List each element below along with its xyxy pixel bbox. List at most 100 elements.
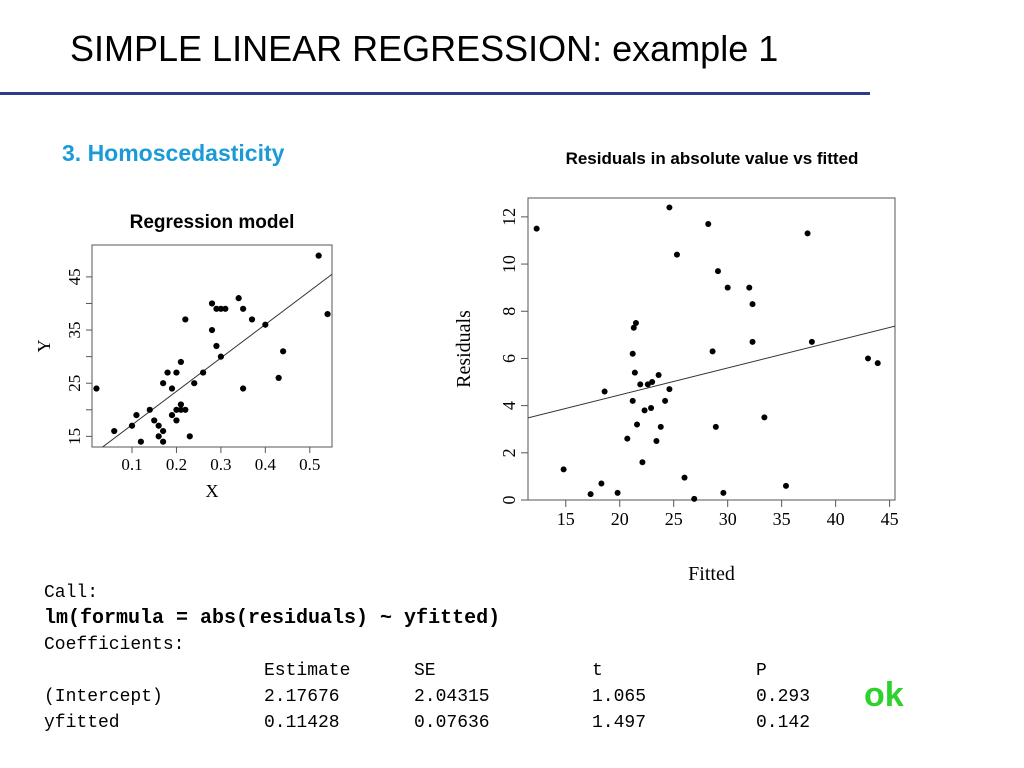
y-tick-label: 6 [499, 354, 519, 363]
data-point [657, 423, 664, 430]
data-point [235, 295, 242, 302]
data-point [649, 379, 656, 386]
data-point [746, 284, 753, 291]
data-point [691, 495, 698, 502]
data-point [173, 417, 180, 424]
data-point [177, 401, 184, 408]
data-point [164, 369, 171, 376]
chart-title: Residuals in absolute value vs fitted [566, 149, 859, 168]
data-point [93, 385, 100, 392]
data-point [240, 305, 247, 312]
model-formula: lm(formula = abs(residuals) ~ yfitted) [44, 607, 501, 630]
regression-model-plot: Regression model 0.1 0.2 0.3 0.4 0.5 15 25 35 45 X… [34, 212, 333, 501]
x-tick-label: 0.2 [166, 455, 187, 474]
data-point [128, 422, 136, 429]
data-point [315, 252, 322, 259]
y-axis-label: Y [34, 340, 54, 353]
data-point [874, 360, 881, 367]
data-point [160, 427, 167, 435]
data-point [629, 350, 636, 357]
data-point [724, 284, 731, 291]
data-point [155, 422, 162, 429]
data-point [137, 438, 144, 445]
row-yfitted-p: 0.142 [756, 713, 811, 733]
data-point [761, 414, 768, 421]
row-yfitted-estimate: 0.11428 [264, 713, 340, 733]
data-point [111, 427, 118, 435]
data-point [673, 251, 680, 258]
y-tick-label: 8 [499, 307, 519, 316]
x-tick-label: 20 [611, 509, 629, 529]
slide-title: SIMPLE LINEAR REGRESSION: example 1 [70, 28, 779, 69]
data-point [240, 385, 247, 392]
data-point [186, 433, 193, 440]
data-point [648, 404, 655, 411]
fit-line [528, 325, 895, 419]
row-intercept-p: 0.293 [756, 687, 811, 707]
data-point [712, 423, 719, 430]
data-point [681, 474, 688, 481]
row-yfitted-t: 1.497 [592, 713, 647, 733]
y-tick-label: 25 [65, 375, 84, 392]
data-point [222, 305, 229, 312]
data-point [160, 380, 167, 387]
data-point [749, 301, 756, 308]
data-point [720, 489, 727, 496]
x-tick-label: 0.5 [299, 455, 320, 474]
data-point [749, 338, 756, 345]
y-tick-label: 12 [499, 208, 519, 226]
data-point [614, 489, 621, 496]
data-point [208, 300, 216, 307]
x-axis-label: X [206, 481, 219, 501]
data-point [639, 459, 646, 466]
data-point [631, 369, 638, 376]
data-point [182, 316, 189, 323]
data-point [177, 406, 184, 413]
data-point [655, 371, 662, 378]
y-tick-label: 45 [65, 268, 84, 285]
data-point [560, 466, 567, 473]
call-label: Call: [44, 583, 99, 603]
data-point [653, 438, 660, 445]
header-t: t [592, 661, 603, 681]
data-point [177, 358, 184, 366]
data-point [662, 397, 669, 404]
data-point [709, 348, 716, 355]
data-point [865, 355, 872, 362]
x-tick-label: 30 [719, 509, 737, 529]
y-axis-label: Residuals [453, 310, 475, 388]
x-tick-label: 0.1 [121, 455, 142, 474]
data-point [629, 397, 636, 404]
row-intercept-se: 2.04315 [414, 687, 490, 707]
data-point [208, 326, 216, 334]
data-point [151, 417, 158, 424]
data-point [160, 438, 167, 445]
x-tick-label: 40 [827, 509, 845, 529]
ok-label: ok [864, 676, 904, 714]
y-tick-label: 4 [499, 401, 519, 410]
y-tick-label: 35 [65, 322, 84, 339]
data-point [173, 406, 180, 413]
data-point [146, 406, 153, 413]
data-point [168, 385, 176, 392]
row-yfitted-name: yfitted [44, 713, 120, 733]
data-point [280, 348, 287, 355]
data-point [248, 316, 256, 323]
data-point [168, 412, 176, 419]
data-point [632, 320, 639, 327]
data-point [133, 412, 140, 419]
data-point [217, 353, 224, 360]
data-point [666, 386, 673, 393]
x-tick-label: 25 [665, 509, 683, 529]
header-p: P [756, 661, 767, 681]
data-point [637, 381, 644, 388]
data-point [634, 421, 641, 428]
x-tick-label: 15 [557, 509, 575, 529]
y-tick-label: 10 [499, 255, 519, 273]
data-point [173, 369, 180, 376]
y-tick-label: 2 [499, 448, 519, 457]
row-intercept-name: (Intercept) [44, 687, 163, 707]
data-point [191, 380, 198, 387]
data-point [666, 204, 673, 211]
data-point [804, 230, 811, 237]
